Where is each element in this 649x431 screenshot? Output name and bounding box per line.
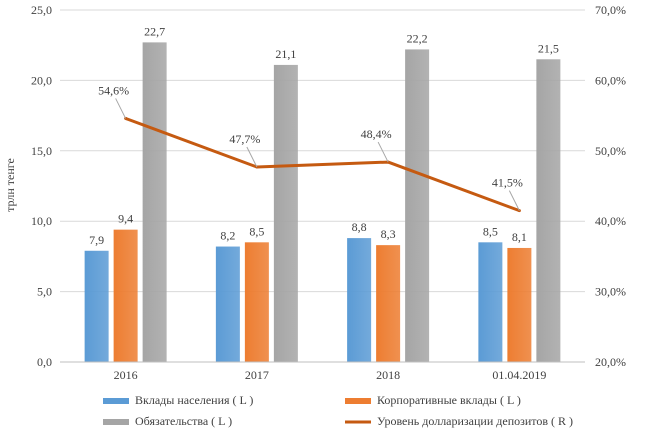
y2-tick-label: 60,0%: [595, 73, 626, 87]
legend-entry: Вклады населения ( L ): [135, 393, 253, 407]
bar: [405, 49, 430, 362]
bar-data-label: 21,5: [538, 41, 559, 55]
bar-data-label: 9,4: [118, 212, 133, 226]
y-tick-label: 20,0: [31, 73, 52, 87]
legend-entry: Корпоративные вклады ( L ): [377, 393, 521, 407]
bar-data-label: 8,1: [512, 230, 527, 244]
y2-tick-label: 70,0%: [595, 3, 626, 17]
y-tick-label: 0,0: [37, 355, 52, 369]
bar-data-label: 8,2: [220, 229, 235, 243]
bar: [142, 42, 167, 362]
leader-line: [246, 146, 258, 168]
bar: [507, 247, 532, 362]
bar: [244, 242, 269, 362]
y-tick-label: 10,0: [31, 214, 52, 228]
legend-swatch: [103, 419, 129, 425]
y-axis-right: 20,0% 30,0% 40,0% 50,0% 60,0% 70,0%: [595, 3, 626, 369]
bar: [113, 229, 138, 362]
leader-line: [508, 190, 520, 211]
leader-line: [115, 98, 127, 119]
line-data-label: 47,7%: [229, 132, 260, 146]
bar: [536, 59, 561, 362]
bar-data-label: 21,1: [275, 47, 296, 61]
legend: Вклады населения ( L ) Корпоративные вкла…: [103, 393, 573, 428]
y-tick-label: 15,0: [31, 144, 52, 158]
bar-data-label: 7,9: [89, 233, 104, 247]
bar-data-label: 8,8: [352, 220, 367, 234]
y2-tick-label: 50,0%: [595, 144, 626, 158]
x-axis: 2016 2017 2018 01.04.2019: [60, 361, 585, 382]
line-series: [125, 117, 520, 213]
bar-data-label: 22,7: [144, 24, 165, 38]
bar: [273, 64, 298, 363]
dollarization-line: [115, 98, 521, 213]
bar: [347, 238, 372, 362]
bar: [84, 250, 109, 362]
data-labels: 7,9 9,4 22,7 8,2 8,5 21,1 8,8 8,3 22,2 8,5 8,1 21,5…: [89, 24, 559, 246]
bar: [478, 242, 503, 362]
y2-tick-label: 40,0%: [595, 214, 626, 228]
bar: [215, 246, 240, 362]
bar-data-label: 8,3: [381, 227, 396, 241]
bar: [376, 245, 401, 362]
line-data-label: 48,4%: [361, 127, 392, 141]
leader-line: [377, 141, 389, 163]
bar-data-label: 8,5: [249, 224, 264, 238]
y-axis-left: 0,0 5,0 10,0 15,0 20,0 25,0: [31, 3, 52, 369]
x-tick-label: 01.04.2019: [492, 368, 546, 382]
y2-tick-label: 30,0%: [595, 285, 626, 299]
y2-tick-label: 20,0%: [595, 355, 626, 369]
bars: [84, 42, 561, 363]
bar-data-label: 8,5: [483, 224, 498, 238]
legend-entry: Уровень долларизации депозитов ( R ): [377, 414, 573, 428]
bar-data-label: 22,2: [407, 31, 428, 45]
legend-entry: Обязательства ( L ): [135, 414, 232, 428]
line-data-label: 54,6%: [98, 83, 129, 97]
x-tick-label: 2017: [245, 368, 269, 382]
x-tick-label: 2016: [114, 368, 138, 382]
legend-swatch: [345, 398, 371, 404]
y-axis-title: трлн тенге: [3, 158, 17, 212]
line-data-label: 41,5%: [492, 176, 523, 190]
y-tick-label: 5,0: [37, 285, 52, 299]
y-tick-label: 25,0: [31, 3, 52, 17]
x-tick-label: 2018: [376, 368, 400, 382]
legend-swatch: [103, 398, 129, 404]
